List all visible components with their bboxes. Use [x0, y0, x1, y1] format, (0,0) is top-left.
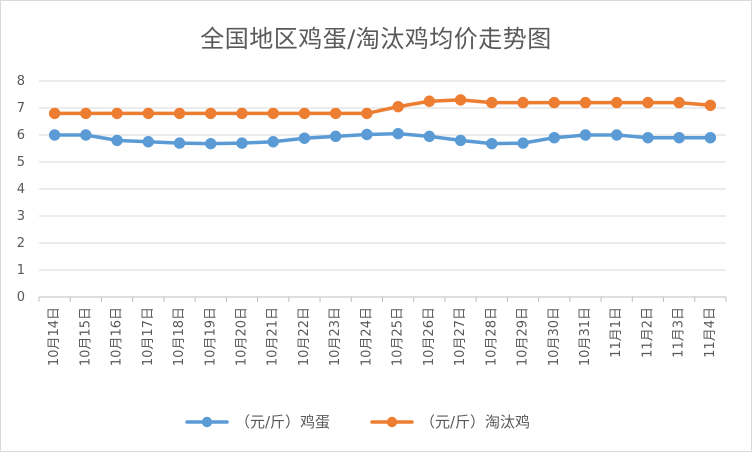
data-point — [392, 100, 404, 113]
data-point — [298, 107, 311, 120]
x-tick-label: 10月23日 — [328, 307, 343, 366]
data-point — [548, 132, 560, 144]
x-tick-label: 10月25日 — [391, 307, 406, 366]
x-tick-label: 10月30日 — [547, 307, 562, 366]
data-point — [48, 107, 61, 120]
x-tick-label: 11月1日 — [609, 307, 624, 358]
data-point — [205, 107, 217, 120]
data-point — [111, 134, 123, 147]
x-tick-label: 10月28日 — [484, 307, 499, 366]
y-tick-label-3: 3 — [17, 209, 25, 224]
x-tick-label: 10月14日 — [47, 307, 62, 366]
data-point — [298, 132, 311, 144]
data-point — [142, 107, 154, 120]
data-point — [673, 132, 685, 144]
data-point — [267, 107, 279, 120]
data-point — [392, 127, 404, 140]
y-tick-label-8: 8 — [17, 74, 25, 89]
legend-marker-1 — [386, 416, 398, 428]
data-point — [111, 107, 123, 120]
y-tick-label-5: 5 — [17, 155, 25, 170]
data-point — [423, 130, 436, 143]
data-point — [80, 129, 92, 141]
x-tick-label: 11月3日 — [672, 307, 687, 358]
data-point — [611, 129, 623, 141]
data-point — [486, 137, 498, 150]
legend-label-1: （元/斤）淘汰鸡 — [420, 413, 530, 431]
x-tick-label: 10月26日 — [422, 307, 437, 366]
x-tick-label: 10月27日 — [453, 307, 468, 366]
data-point — [361, 128, 373, 141]
x-tick-label: 11月2日 — [640, 307, 655, 358]
legend-marker-0 — [201, 416, 213, 428]
data-point — [642, 132, 654, 144]
data-point — [361, 107, 373, 120]
data-point — [173, 107, 186, 120]
data-point — [142, 136, 154, 148]
x-tick-label: 10月18日 — [172, 307, 187, 366]
data-point — [517, 96, 529, 109]
x-tick-label: 10月20日 — [234, 307, 249, 366]
data-point — [329, 130, 342, 143]
data-point — [454, 134, 467, 147]
series-line-1 — [52, 98, 713, 116]
data-point — [548, 96, 560, 109]
x-tick-label: 10月19日 — [203, 307, 218, 366]
x-tick-label: 10月29日 — [516, 307, 531, 366]
data-point — [517, 137, 529, 149]
data-point — [267, 136, 279, 148]
y-tick-label-0: 0 — [17, 290, 25, 305]
data-point — [454, 94, 467, 106]
data-point — [236, 107, 248, 120]
data-point — [673, 96, 685, 109]
data-point — [642, 96, 654, 109]
x-tick-label: 10月31日 — [578, 307, 593, 366]
x-tick-label: 11月4日 — [703, 307, 718, 358]
y-tick-label-1: 1 — [17, 263, 25, 278]
data-point — [579, 129, 592, 141]
data-point — [486, 96, 498, 109]
data-point — [704, 99, 717, 112]
x-tick-label: 10月17日 — [141, 307, 156, 366]
series-line-0 — [52, 131, 713, 146]
data-point — [579, 96, 592, 109]
y-tick-label-4: 4 — [17, 182, 25, 197]
data-point — [704, 132, 717, 144]
x-tick-label: 10月15日 — [78, 307, 93, 366]
data-point — [236, 137, 248, 149]
legend-label-0: （元/斤）鸡蛋 — [235, 413, 330, 431]
data-point — [329, 107, 342, 120]
data-point — [423, 95, 436, 107]
data-point — [48, 129, 61, 141]
x-tick-label: 10月24日 — [359, 307, 374, 366]
chart-title: 全国地区鸡蛋/淘汰鸡均价走势图 — [200, 25, 552, 53]
data-point — [205, 137, 217, 150]
x-tick-label: 10月22日 — [297, 307, 312, 366]
data-point — [611, 96, 623, 109]
y-tick-label-2: 2 — [17, 236, 25, 251]
data-point — [173, 137, 186, 149]
y-tick-label-6: 6 — [17, 128, 25, 143]
data-point — [80, 107, 92, 120]
y-tick-label-7: 7 — [17, 101, 25, 116]
x-tick-label: 10月16日 — [110, 307, 125, 366]
x-tick-label: 10月21日 — [266, 307, 281, 366]
